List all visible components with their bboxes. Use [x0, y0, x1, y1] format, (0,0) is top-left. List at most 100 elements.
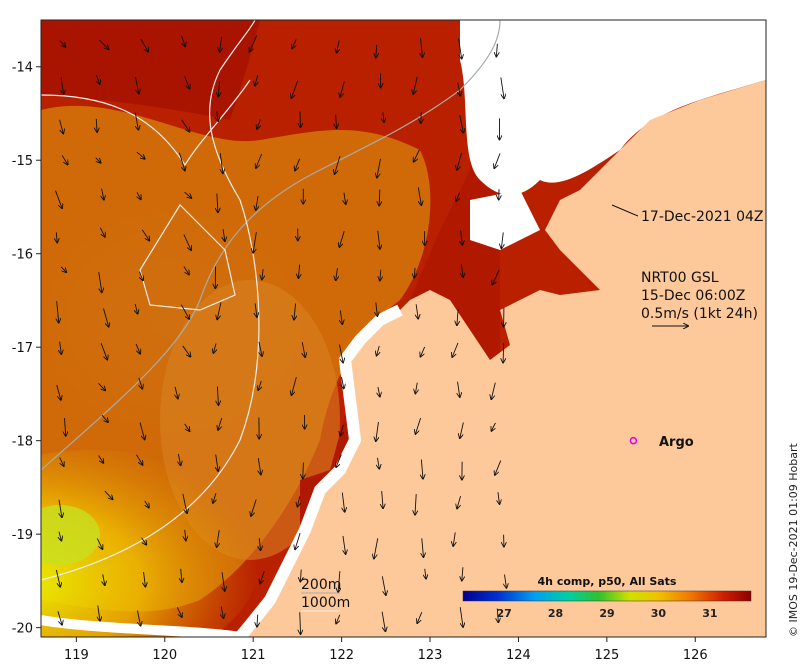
current-vector	[222, 572, 225, 591]
x-tick-label: 119	[64, 648, 89, 663]
current-vector	[96, 538, 102, 549]
current-vector	[181, 35, 186, 47]
current-vector	[175, 386, 178, 399]
current-vector	[59, 40, 66, 47]
current-vector	[260, 570, 265, 584]
current-vector	[217, 530, 220, 547]
current-vector	[377, 457, 379, 469]
current-source-label: NRT00 GSL	[641, 270, 719, 286]
current-vector	[180, 304, 189, 319]
argo-label: Argo	[659, 435, 694, 450]
current-vector	[100, 343, 107, 359]
y-tick-label: -16	[12, 248, 33, 263]
current-vector	[99, 39, 108, 49]
current-vector	[342, 492, 344, 512]
current-vector	[415, 494, 416, 515]
y-tick-label: -20	[12, 622, 33, 637]
current-vector	[496, 43, 497, 57]
current-vector	[255, 75, 258, 85]
cloud-mask	[460, 20, 766, 195]
current-scale-label: 0.5m/s (1kt 24h)	[641, 306, 758, 322]
current-vector	[185, 529, 186, 541]
isobath-200m-label: 200m	[301, 577, 341, 593]
current-vector	[103, 574, 105, 585]
current-vector	[298, 264, 299, 278]
current-vector	[217, 193, 218, 213]
current-vector	[500, 77, 504, 98]
current-vector	[255, 303, 257, 316]
current-vector	[55, 190, 63, 209]
current-vector	[99, 227, 105, 237]
current-vector	[102, 188, 104, 200]
coastal-nodata-south	[41, 615, 241, 637]
current-vector	[497, 608, 498, 623]
current-vector	[251, 499, 257, 516]
current-vector	[223, 229, 225, 241]
current-vector	[413, 76, 418, 94]
current-vector	[378, 230, 380, 249]
current-vector	[258, 380, 261, 390]
y-tick-label: -17	[12, 341, 33, 356]
current-vector	[217, 111, 219, 121]
current-vector	[302, 342, 305, 357]
current-vector	[253, 232, 257, 253]
current-vector	[453, 532, 455, 545]
current-vector	[422, 538, 424, 557]
current-vector	[337, 40, 340, 53]
current-vector	[59, 119, 64, 134]
colorbar-ticks: 27 28 29 30 31	[496, 607, 717, 620]
current-vector	[491, 422, 496, 431]
current-vector	[343, 535, 346, 554]
current-vector	[377, 158, 381, 178]
current-vector	[495, 460, 502, 475]
current-vector	[256, 153, 263, 168]
current-vector	[136, 454, 142, 465]
colorbar-tick-label: 30	[651, 607, 667, 620]
current-vector	[141, 537, 147, 545]
isobath-1000m	[41, 20, 260, 581]
current-vector	[256, 196, 258, 210]
current-vector	[452, 342, 459, 357]
current-vector	[176, 607, 181, 617]
current-vector	[183, 234, 191, 250]
current-vector	[382, 490, 383, 508]
current-vector	[221, 606, 223, 618]
sst-cool-core	[41, 505, 100, 565]
current-vector	[137, 192, 141, 199]
y-tick-label: -18	[12, 435, 33, 450]
x-tick-label: 122	[329, 648, 354, 663]
current-vector	[217, 386, 218, 405]
current-vector	[136, 151, 145, 159]
current-vector	[420, 346, 426, 357]
current-vector	[458, 381, 460, 397]
current-vector	[98, 272, 102, 292]
current-vector	[60, 341, 62, 355]
colorbar	[462, 590, 752, 602]
x-tick-label: 124	[506, 648, 531, 663]
current-vectors	[55, 35, 507, 635]
current-vector	[178, 152, 184, 171]
current-vector	[220, 153, 223, 173]
current-vector	[457, 496, 461, 508]
current-vector	[417, 612, 423, 623]
current-vector	[220, 36, 222, 52]
current-vector	[98, 382, 105, 390]
current-vector	[340, 81, 345, 98]
current-vector	[294, 303, 296, 320]
sat-pass-label: 17-Dec-2021 04Z	[641, 209, 764, 225]
current-vector	[213, 343, 216, 353]
current-vector	[498, 492, 500, 504]
y-axis: -14 -15 -16 -17 -18 -19 -20	[12, 61, 41, 637]
current-vector	[457, 309, 458, 325]
current-vector	[259, 341, 262, 356]
current-vector	[218, 81, 219, 96]
current-vector	[458, 82, 461, 96]
y-tick-label: -15	[12, 154, 33, 169]
coastal-nodata	[235, 304, 403, 637]
current-vector	[376, 421, 379, 441]
current-vector	[57, 300, 59, 323]
current-vector	[181, 568, 182, 582]
current-vector	[380, 269, 381, 281]
current-vector	[459, 115, 464, 133]
y-tick-label: -19	[12, 528, 33, 543]
